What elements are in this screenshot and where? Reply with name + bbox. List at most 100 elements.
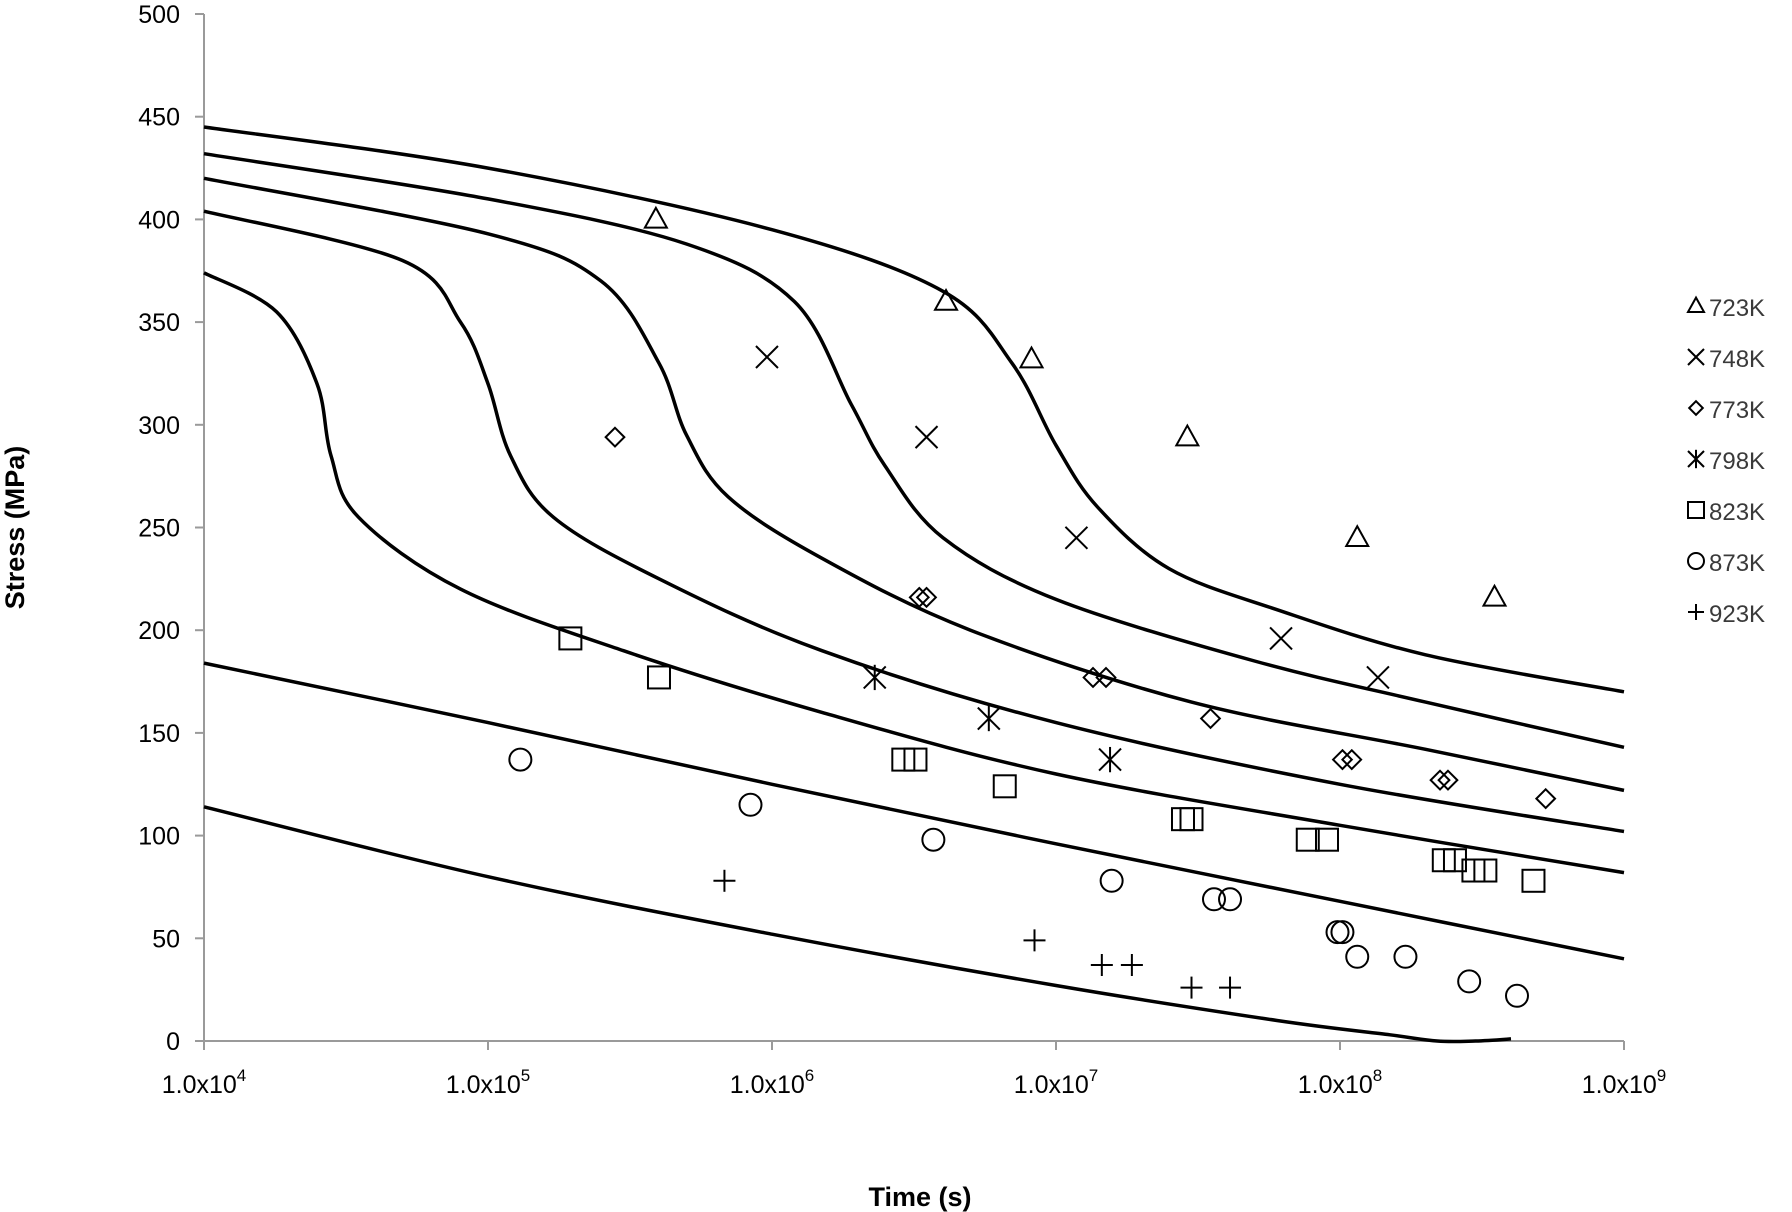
data-point-748k <box>1269 626 1293 651</box>
x-tick-mantissa: 1.0x10 <box>1582 1071 1657 1099</box>
model-curve <box>203 271 1625 875</box>
legend-marker <box>1687 501 1705 519</box>
data-point-923k <box>1180 976 1203 999</box>
y-tick-label: 100 <box>138 823 180 851</box>
x-tick-exponent: 8 <box>1373 1066 1382 1085</box>
legend-item: 748K <box>1687 346 1765 373</box>
data-point-823k <box>1473 858 1498 883</box>
x-tick-exponent: 4 <box>237 1066 246 1085</box>
axes <box>203 14 1624 1042</box>
data-point-798k <box>977 705 1001 732</box>
model-curve <box>203 151 1625 750</box>
legend-item: 923K <box>1688 601 1765 628</box>
data-point-873k <box>1505 983 1530 1008</box>
y-tick-label: 450 <box>138 104 180 132</box>
data-point-873k <box>1201 887 1226 912</box>
data-point-823k <box>1179 807 1204 832</box>
data-point-873k <box>1393 944 1418 969</box>
y-tick-label: 0 <box>166 1028 180 1056</box>
x-tick-exponent: 5 <box>521 1066 530 1085</box>
x-tick-mantissa: 1.0x10 <box>162 1071 237 1099</box>
legend-item: 823K <box>1687 499 1765 526</box>
y-tick-label: 350 <box>138 309 180 337</box>
data-point-873k <box>1099 868 1124 893</box>
data-point-748k <box>914 425 939 449</box>
data-point-823k <box>992 774 1017 799</box>
data-point-723k <box>1174 423 1201 447</box>
x-tick-label: 1.0x108 <box>1298 1066 1383 1099</box>
data-point-723k <box>643 205 669 229</box>
legend-marker <box>1687 552 1705 570</box>
x-tick-mantissa: 1.0x10 <box>1298 1071 1373 1099</box>
data-point-723k <box>1344 524 1370 548</box>
y-tick-label: 250 <box>138 515 180 543</box>
legend-marker <box>1688 604 1704 620</box>
data-point-873k <box>1345 944 1370 969</box>
data-point-923k <box>1120 954 1143 977</box>
data-point-748k <box>755 345 779 369</box>
data-point-773k <box>1331 748 1354 771</box>
data-point-748k <box>1366 665 1390 690</box>
x-tick-mantissa: 1.0x10 <box>446 1071 521 1099</box>
data-point-873k <box>508 747 533 772</box>
data-point-723k <box>933 287 959 311</box>
x-tick-label: 1.0x106 <box>730 1066 815 1099</box>
data-point-823k <box>1295 827 1320 852</box>
legend: 723K 748K 773K 798K 823K 873K 923K <box>1686 295 1765 628</box>
data-point-873k <box>1218 887 1243 912</box>
y-tick-label: 500 <box>138 1 180 29</box>
legend-marker <box>1686 295 1706 313</box>
data-point-873k <box>1330 920 1355 945</box>
data-point-923k <box>713 869 736 892</box>
data-point-823k <box>1521 868 1546 893</box>
legend-label: 923K <box>1709 601 1765 628</box>
data-point-823k <box>1170 807 1195 832</box>
legend-marker <box>1687 449 1705 469</box>
legend-marker <box>1687 399 1705 417</box>
data-point-823k <box>1315 827 1340 852</box>
data-point-773k <box>1534 787 1557 810</box>
legend-label: 748K <box>1709 346 1765 373</box>
legend-marker <box>1687 348 1705 366</box>
data-point-823k <box>891 747 916 772</box>
x-tick-exponent: 9 <box>1657 1066 1666 1085</box>
data-point-773k <box>1095 666 1117 689</box>
data-point-823k <box>646 665 671 690</box>
model-curve <box>203 176 1625 793</box>
data-point-773k <box>1340 748 1363 771</box>
y-tick-label: 200 <box>138 617 180 645</box>
data-point-773k <box>1429 769 1451 791</box>
data-point-873k <box>921 827 946 852</box>
x-tick-label: 1.0x107 <box>1014 1066 1099 1099</box>
x-tick-mantissa: 1.0x10 <box>730 1071 805 1099</box>
data-point-798k <box>1098 746 1122 773</box>
model-curve-group <box>203 125 1625 1044</box>
data-point-873k <box>738 792 763 817</box>
data-point-773k <box>1437 769 1459 791</box>
x-tick-group: 1.0x104 1.0x105 1.0x106 1.0x107 1.0x108 1.0x1… <box>162 1041 1667 1099</box>
data-point-773k <box>908 586 931 609</box>
data-point-723k <box>1018 345 1045 369</box>
data-point-773k <box>1199 707 1222 730</box>
y-tick-group: 0 50 100 150 200 250 300 350 400 450 500 <box>138 1 204 1056</box>
model-curve <box>203 661 1625 961</box>
y-tick-label: 400 <box>138 206 180 234</box>
model-curve <box>203 209 1625 834</box>
data-point-748k <box>1064 526 1089 550</box>
data-point-773k <box>915 586 938 609</box>
legend-label: 773K <box>1709 397 1765 424</box>
data-point-923k <box>1090 954 1113 977</box>
legend-label: 873K <box>1709 550 1765 577</box>
data-point-923k <box>1219 976 1242 999</box>
x-tick-label: 1.0x105 <box>446 1066 531 1099</box>
x-tick-label: 1.0x104 <box>162 1066 247 1099</box>
legend-label: 798K <box>1709 448 1765 475</box>
data-point-873k <box>1325 920 1350 945</box>
data-point-group <box>508 205 1557 1008</box>
data-point-723k <box>1481 583 1508 607</box>
x-tick-label: 1.0x109 <box>1582 1066 1667 1099</box>
legend-label: 723K <box>1709 295 1765 322</box>
x-tick-mantissa: 1.0x10 <box>1014 1071 1089 1099</box>
model-curve <box>203 805 1512 1044</box>
